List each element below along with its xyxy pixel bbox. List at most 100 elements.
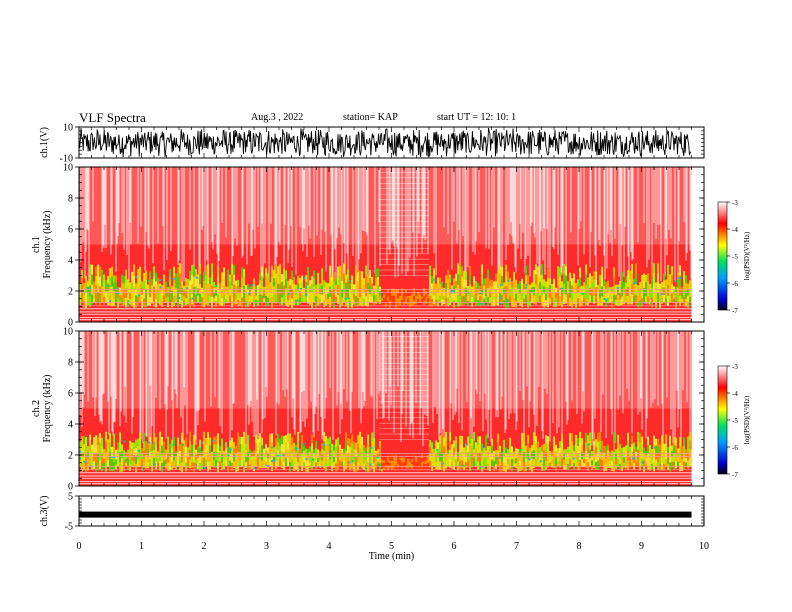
band-cell [489, 458, 491, 465]
band-cell [483, 458, 485, 464]
band-cell [177, 437, 179, 445]
band-cell [81, 278, 83, 287]
band-cell [377, 461, 379, 466]
band-cell [293, 456, 295, 464]
band-cell [563, 273, 565, 284]
band-cell [335, 455, 337, 464]
band-speck [299, 287, 302, 290]
band-cell [545, 287, 547, 294]
band-cell [615, 459, 617, 464]
band-cell [581, 295, 583, 301]
band-cell [343, 465, 345, 472]
band-cell [195, 459, 197, 465]
band-cell [145, 461, 147, 469]
y-tick-label: 2 [68, 287, 73, 298]
band-cell [333, 289, 335, 299]
band-cell [185, 298, 187, 305]
band-cell [89, 296, 91, 307]
band-cell [535, 458, 537, 467]
band-cell [567, 281, 569, 288]
band-cell [457, 456, 459, 462]
band-cell [491, 452, 493, 460]
band-cell [607, 280, 609, 287]
band-cell [241, 436, 243, 445]
band-cell [645, 282, 647, 290]
band-cell [417, 462, 419, 467]
band-cell [91, 457, 93, 464]
band-cell [393, 459, 395, 464]
band-cell [381, 300, 383, 304]
band-cell [619, 457, 621, 464]
band-cell [587, 291, 589, 299]
band-cell [249, 454, 251, 460]
band-cell [505, 275, 507, 287]
band-cell [203, 440, 205, 450]
band-cell [475, 454, 477, 461]
band-speck [677, 277, 680, 280]
band-cell [145, 279, 147, 289]
band-cell [425, 452, 427, 457]
band-cell [121, 458, 123, 465]
band-cell [111, 446, 113, 453]
band-cell [627, 278, 629, 288]
band-cell [231, 446, 233, 455]
band-speck [262, 295, 265, 298]
band-cell [141, 288, 143, 295]
band-cell [407, 298, 409, 301]
band-cell [143, 272, 145, 282]
band-cell [515, 286, 517, 294]
band-cell [205, 459, 207, 467]
band-cell [263, 448, 265, 454]
band-cell [479, 296, 481, 302]
band-cell [265, 277, 267, 287]
band-cell [253, 460, 255, 467]
band-cell [677, 287, 679, 296]
band-cell [127, 449, 129, 455]
band-cell [679, 275, 681, 286]
band-cell [471, 301, 473, 307]
band-cell [673, 436, 675, 446]
band-cell [275, 264, 277, 274]
band-cell [117, 292, 119, 298]
band-cell [581, 285, 583, 291]
band-cell [169, 268, 171, 278]
band-cell [679, 295, 681, 306]
band-cell [79, 460, 81, 467]
band-cell [481, 294, 483, 305]
band-cell [487, 269, 489, 279]
band-cell [281, 274, 283, 282]
band-cell [555, 444, 557, 452]
band-cell [337, 437, 339, 446]
band-cell [515, 448, 517, 454]
band-cell [593, 459, 595, 469]
band-cell [107, 297, 109, 306]
band-cell [453, 300, 455, 308]
band-cell [517, 454, 519, 461]
band-cell [511, 300, 513, 307]
band-speck [123, 440, 126, 443]
band-cell [183, 300, 185, 306]
band-cell [179, 273, 181, 284]
band-cell [131, 454, 133, 461]
band-cell [603, 285, 605, 292]
band-cell [397, 464, 399, 468]
band-cell [517, 297, 519, 303]
band-cell [629, 462, 631, 468]
band-cell [231, 274, 233, 286]
band-speck [215, 284, 218, 287]
band-cell [111, 266, 113, 277]
band-cell [439, 283, 441, 290]
band-cell [527, 291, 529, 300]
band-cell [429, 460, 431, 468]
band-cell [649, 464, 651, 471]
band-cell [535, 294, 537, 305]
band-cell [569, 433, 571, 442]
band-cell [629, 452, 631, 458]
band-cell [269, 281, 271, 288]
band-cell [557, 276, 559, 286]
band-cell [165, 292, 167, 298]
band-cell [527, 458, 529, 467]
band-cell [307, 466, 309, 472]
band-cell [533, 459, 535, 469]
band-cell [533, 450, 535, 460]
